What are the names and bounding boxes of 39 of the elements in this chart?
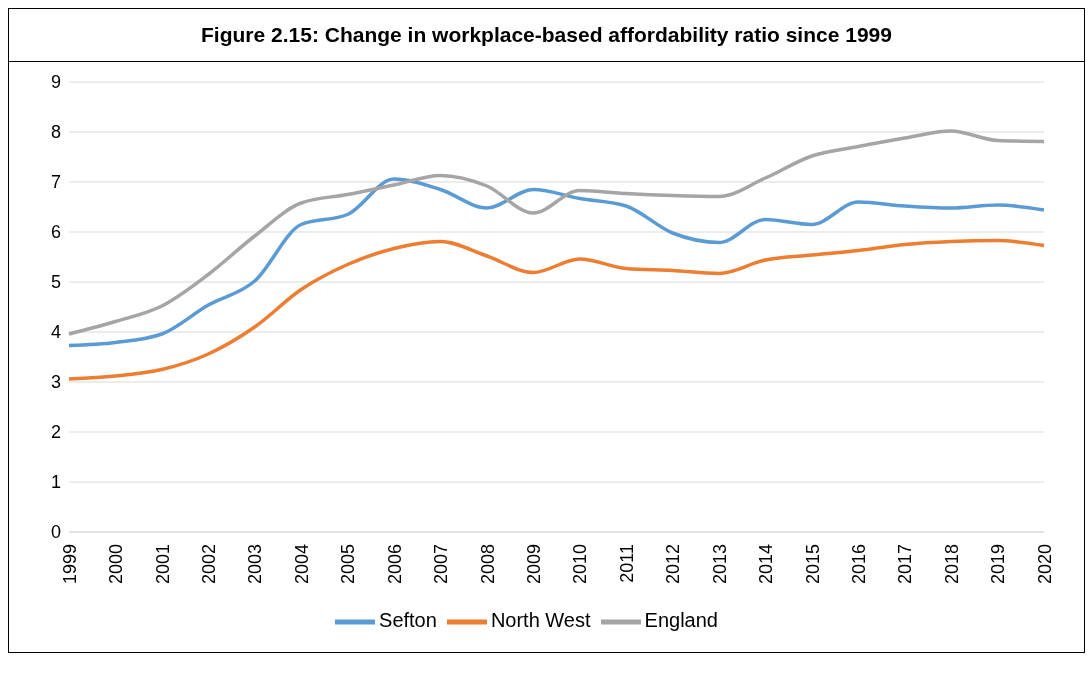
x-tick-label: 2014: [756, 544, 777, 585]
legend-label: England: [644, 609, 718, 632]
x-tick-label: 2016: [849, 544, 870, 585]
x-tick-label: 2015: [802, 544, 823, 585]
line-series: [67, 238, 1046, 381]
x-tick-label: 2010: [570, 544, 591, 585]
x-tick-label: 2013: [709, 544, 730, 585]
y-tick-label: 0: [50, 522, 61, 543]
x-tick-label: 2011: [616, 544, 637, 583]
y-tick-label: 7: [50, 172, 61, 193]
y-tick-label: 3: [50, 372, 61, 393]
legend-label: North West: [490, 609, 591, 632]
x-tick-label: 2003: [245, 544, 266, 585]
chart-title: Figure 2.15: Change in workplace-based affordability ratio since 1999: [9, 9, 1084, 62]
line-series: [67, 177, 1046, 348]
line-series: [67, 129, 1046, 336]
x-tick-label: 2020: [1034, 544, 1055, 585]
x-tick-label: 1999: [59, 544, 80, 585]
x-tick-label: 2012: [663, 544, 684, 585]
x-tick-label: 2019: [988, 544, 1009, 585]
y-tick-label: 5: [50, 272, 61, 293]
x-tick-label: 2002: [199, 544, 220, 585]
legend-label: Sefton: [379, 609, 437, 632]
y-tick-label: 9: [50, 72, 61, 93]
x-tick-label: 2004: [291, 544, 312, 585]
y-tick-label: 8: [50, 122, 61, 143]
x-tick-label: 2000: [106, 544, 127, 585]
y-tick-label: 2: [50, 422, 61, 443]
y-tick-label: 4: [50, 322, 61, 343]
x-tick-label: 2005: [338, 544, 359, 585]
x-tick-label: 2006: [384, 544, 405, 585]
x-tick-label: 2001: [152, 544, 173, 585]
x-tick-label: 2018: [941, 544, 962, 585]
x-tick-label: 2009: [524, 544, 545, 585]
y-tick-label: 6: [50, 222, 61, 243]
y-tick-label: 1: [50, 472, 61, 493]
x-tick-label: 2007: [431, 544, 452, 585]
x-tick-label: 2008: [477, 544, 498, 585]
x-tick-label: 2017: [895, 544, 916, 585]
